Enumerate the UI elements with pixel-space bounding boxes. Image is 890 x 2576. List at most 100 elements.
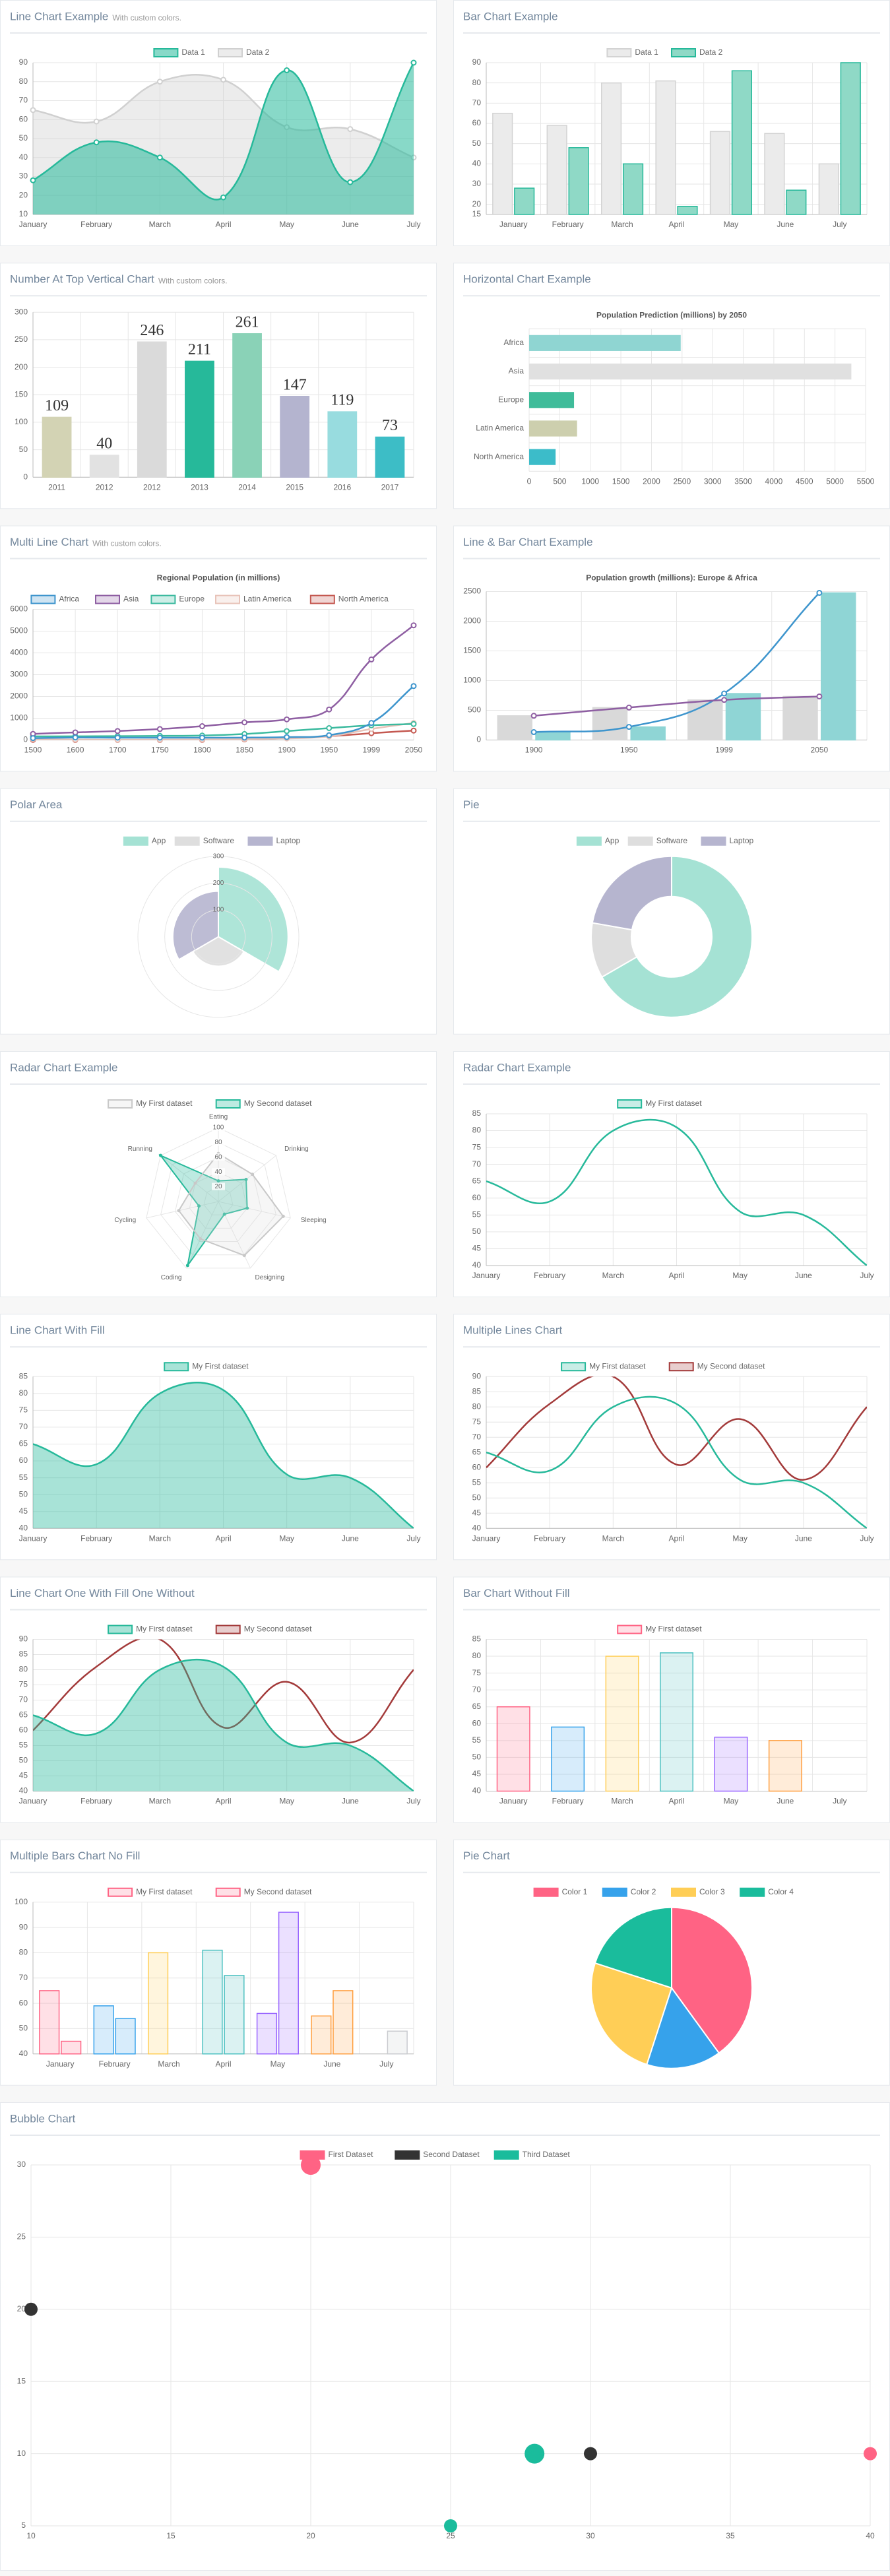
- bar: [137, 341, 167, 478]
- point: [216, 1179, 220, 1183]
- y-tick-label: 15: [17, 2376, 26, 2385]
- y-tick-label: 60: [472, 1462, 482, 1471]
- bar: [387, 2030, 408, 2055]
- x-tick-label: 2012: [143, 482, 161, 492]
- point: [326, 732, 333, 738]
- x-tick-label: July: [379, 2059, 393, 2069]
- y-tick-label: 30: [19, 172, 28, 181]
- x-tick-label: 0: [527, 476, 532, 486]
- doughnut-segment: [591, 855, 672, 931]
- y-tick-label: 70: [472, 1685, 482, 1694]
- y-tick-label: 65: [472, 1447, 482, 1456]
- y-tick-label: 80: [472, 1401, 482, 1411]
- x-tick-label: 5500: [857, 476, 875, 486]
- y-tick-label: 60: [19, 1725, 28, 1735]
- legend-label: Asia: [123, 595, 139, 604]
- line: [33, 685, 414, 739]
- panel-background: [0, 1314, 437, 1561]
- panel: Line Chart Example With custom colors. Dat…: [0, 0, 437, 246]
- bar: [840, 62, 861, 215]
- legend-label: North America: [338, 595, 389, 604]
- x-tick-label: 1000: [581, 476, 599, 486]
- panel-title: Line Chart One With Fill One Without: [10, 1587, 195, 1599]
- bubble: [864, 2447, 877, 2461]
- x-tick-label: January: [19, 220, 48, 229]
- panel-subtitle: With custom colors.: [158, 276, 228, 285]
- point: [326, 706, 333, 713]
- x-tick-label: May: [732, 1271, 747, 1280]
- x-tick-label: January: [499, 1797, 528, 1806]
- legend-label: Third Dataset: [523, 2150, 571, 2159]
- grid-polygon: [189, 1171, 248, 1229]
- x-tick-label: February: [99, 2059, 131, 2069]
- point: [72, 729, 79, 736]
- y-tick-label: 30: [472, 179, 482, 188]
- legend-swatch: [164, 1362, 189, 1372]
- y-tick-label: 15: [472, 209, 482, 218]
- legend-swatch: [617, 1099, 643, 1109]
- data-label: 73: [382, 417, 398, 434]
- x-tick-label: 40: [866, 2531, 875, 2540]
- bar: [93, 2005, 114, 2055]
- bar: [821, 592, 856, 741]
- point: [242, 1254, 246, 1258]
- x-tick-label: 2017: [381, 482, 399, 492]
- area: [33, 1659, 414, 1791]
- bubble: [24, 2302, 38, 2316]
- bar: [514, 187, 535, 215]
- legend-label: My First dataset: [645, 1625, 702, 1634]
- x-tick-label: July: [406, 1533, 420, 1543]
- x-tick-label: 2015: [286, 482, 303, 492]
- r-tick-label: 300: [213, 853, 224, 860]
- x-tick-label: February: [80, 1797, 112, 1806]
- x-tick-label: 2000: [643, 476, 660, 486]
- y-tick-label: 85: [472, 1386, 482, 1396]
- bar: [327, 411, 358, 478]
- x-tick-label: April: [215, 1533, 231, 1543]
- panel-title: Line Chart With Fill: [10, 1324, 105, 1337]
- point: [222, 1212, 226, 1216]
- y-tick-label: 60: [19, 114, 28, 123]
- y-tick-label: 50: [472, 139, 482, 148]
- x-tick-label: July: [833, 220, 846, 229]
- x-tick-label: January: [472, 1271, 501, 1280]
- polar-segment: [218, 866, 289, 973]
- line: [486, 1396, 867, 1529]
- x-tick-label: February: [534, 1533, 565, 1543]
- legend-label: Data 1: [181, 48, 205, 57]
- point: [410, 683, 417, 690]
- point: [284, 734, 290, 740]
- point: [199, 723, 205, 730]
- panel-subtitle: With custom colors.: [112, 13, 181, 22]
- point: [816, 693, 823, 699]
- tick-backdrop: [212, 1124, 225, 1131]
- legend-swatch: [602, 1887, 627, 1897]
- x-tick-label: 30: [586, 2531, 595, 2540]
- y-tick-label: 1000: [10, 713, 28, 723]
- legend-swatch: [309, 595, 335, 604]
- x-tick-label: June: [342, 220, 359, 229]
- y-tick-label: 90: [19, 1922, 28, 1931]
- legend-label: Color 2: [631, 1887, 656, 1896]
- bar: [61, 2040, 82, 2055]
- legend-label: My First dataset: [136, 1625, 193, 1634]
- legend-swatch: [215, 1887, 241, 1897]
- point-label: Designing: [255, 1274, 284, 1281]
- bar: [622, 163, 644, 215]
- point: [93, 118, 100, 125]
- y-tick-label: 90: [19, 1634, 28, 1644]
- bar: [232, 333, 262, 478]
- point: [281, 1214, 285, 1218]
- legend-label: My First dataset: [645, 1099, 702, 1108]
- x-tick-label: July: [406, 220, 420, 229]
- bar: [333, 1990, 354, 2055]
- legend-swatch: [668, 1362, 694, 1372]
- y-tick-label: 0: [476, 735, 481, 744]
- bar: [147, 1952, 169, 2055]
- y-tick-label: 40: [19, 1786, 28, 1795]
- x-tick-label: 20: [306, 2531, 315, 2540]
- legend-label: App: [152, 836, 166, 845]
- pie-slice: [590, 1962, 673, 2066]
- y-tick-label: 2000: [10, 692, 28, 701]
- x-tick-label: 2050: [405, 746, 423, 755]
